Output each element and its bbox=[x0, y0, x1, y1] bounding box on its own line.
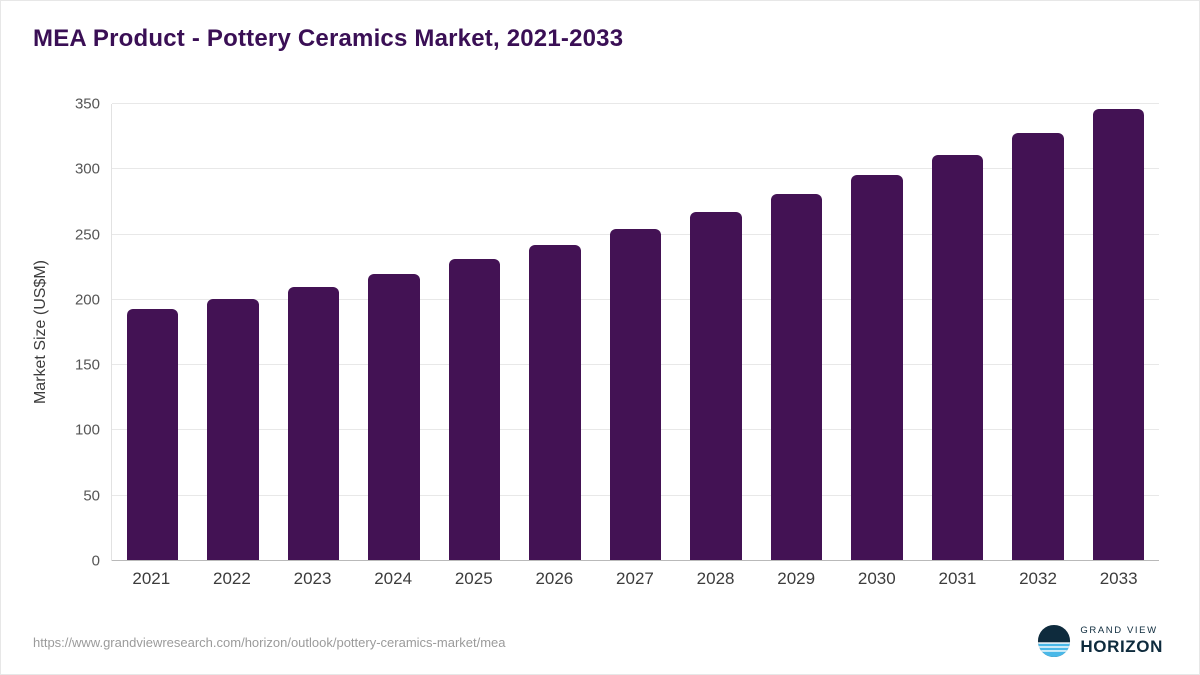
bar-column bbox=[998, 104, 1079, 561]
y-tick-label: 200 bbox=[74, 291, 100, 309]
bar-column bbox=[1078, 104, 1159, 561]
bar-column bbox=[112, 104, 193, 561]
x-tick-label-2024: 2024 bbox=[374, 569, 413, 588]
bar-column bbox=[676, 104, 757, 561]
bar-2022 bbox=[207, 298, 259, 561]
bar-column bbox=[515, 104, 596, 561]
x-tick-label-2025: 2025 bbox=[454, 569, 493, 588]
y-tick-label: 50 bbox=[83, 487, 100, 505]
brand-text: GRAND VIEW HORIZON bbox=[1080, 624, 1163, 656]
bar-2031 bbox=[931, 154, 984, 561]
gridline-0: 0 bbox=[92, 553, 1159, 570]
brand-name-top: GRAND VIEW bbox=[1080, 624, 1158, 636]
x-tick-label-2029: 2029 bbox=[777, 569, 816, 588]
grand-view-horizon-icon bbox=[1037, 624, 1071, 658]
x-tick-label-2032: 2032 bbox=[1019, 569, 1057, 588]
bar-2030 bbox=[851, 174, 903, 561]
brand-name-bottom: HORIZON bbox=[1080, 636, 1163, 656]
y-tick-label: 150 bbox=[74, 356, 100, 374]
bar-2028 bbox=[690, 212, 742, 561]
bar-2024 bbox=[368, 273, 420, 561]
x-tick-label-2027: 2027 bbox=[616, 569, 654, 588]
bar-column bbox=[917, 104, 998, 561]
bar-2029 bbox=[770, 194, 823, 561]
y-tick-label: 100 bbox=[74, 421, 100, 439]
y-axis-label: Market Size (US$M) bbox=[32, 259, 49, 405]
bar-column bbox=[273, 104, 354, 561]
x-tick-label-2023: 2023 bbox=[293, 569, 332, 588]
plot-area: 0 50 100 150 200 250 300 350 bbox=[75, 96, 1159, 570]
chart-title: MEA Product - Pottery Ceramics Market, 2… bbox=[33, 25, 624, 52]
x-tick-label-2026: 2026 bbox=[535, 569, 574, 588]
x-tick-label-2022: 2022 bbox=[213, 569, 251, 588]
bar-2025 bbox=[448, 259, 501, 561]
gridline-300: 300 bbox=[75, 161, 1159, 178]
bar-2032 bbox=[1012, 132, 1064, 561]
bar-column bbox=[434, 104, 515, 561]
x-tick-label-2030: 2030 bbox=[857, 569, 896, 588]
bar-2023 bbox=[287, 286, 340, 561]
y-tick-label: 0 bbox=[91, 552, 100, 570]
bar-2033 bbox=[1092, 109, 1145, 561]
x-tick-label-2021: 2021 bbox=[132, 569, 171, 588]
bar-column bbox=[756, 104, 837, 561]
bar-2027 bbox=[609, 229, 662, 561]
brand-logo: GRAND VIEW HORIZON bbox=[1037, 624, 1163, 658]
y-tick-label: 300 bbox=[74, 160, 100, 178]
x-tick-label-2028: 2028 bbox=[696, 569, 735, 588]
y-tick-label: 350 bbox=[74, 95, 100, 113]
bar-column bbox=[354, 104, 435, 561]
x-axis-labels: 2021 2022 2023 2024 2025 2026 2027 2028 2029 2030… bbox=[111, 569, 1159, 589]
bar-column bbox=[193, 104, 274, 561]
source-url: https://www.grandviewresearch.com/horizo… bbox=[33, 635, 506, 650]
bar-column bbox=[595, 104, 676, 561]
bar-2026 bbox=[529, 245, 581, 561]
x-tick-label-2033: 2033 bbox=[1099, 569, 1138, 588]
bar-series bbox=[112, 104, 1159, 561]
gridline-350: 350 bbox=[75, 96, 1159, 113]
bar-column bbox=[837, 104, 918, 561]
x-tick-label-2031: 2031 bbox=[938, 569, 977, 588]
y-tick-label: 250 bbox=[74, 226, 100, 244]
bar-2021 bbox=[126, 309, 179, 561]
